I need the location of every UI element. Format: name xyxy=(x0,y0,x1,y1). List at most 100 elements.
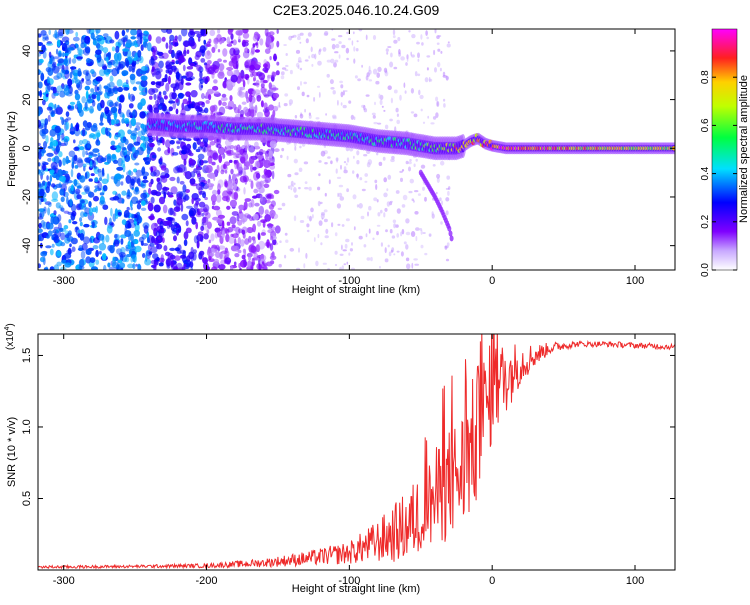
spectrogram-noise-cell xyxy=(383,67,388,73)
spectrogram-noise-cell xyxy=(279,240,282,243)
x-tick-label: 0 xyxy=(489,275,495,287)
colorbar-tick-label: 0.6 xyxy=(700,118,711,132)
spectrogram-noise-cell xyxy=(212,90,220,95)
spectrogram-noise-cell xyxy=(54,230,62,238)
spectrogram-noise-cell xyxy=(251,236,256,241)
spectrogram-noise-cell xyxy=(437,61,441,68)
spectrogram-noise-cell xyxy=(224,169,228,174)
spectrogram-noise-cell xyxy=(217,71,225,79)
spectrogram-noise-cell xyxy=(70,184,74,192)
spectrogram-noise-cell xyxy=(417,193,421,196)
spectrogram-noise-cell xyxy=(217,146,225,155)
spectrogram-noise-cell xyxy=(77,49,85,55)
spectrogram-noise-cell xyxy=(208,38,212,44)
spectrogram-noise-cell xyxy=(445,197,450,202)
spectrogram-noise-cell xyxy=(153,93,157,101)
spectrogram-noise-cell xyxy=(173,86,176,93)
spectrogram-noise-cell xyxy=(116,79,123,87)
spectrogram-noise-cell xyxy=(114,214,118,219)
spectrogram-noise-cell xyxy=(361,64,363,68)
spectrogram-noise-cell xyxy=(340,91,344,98)
spectrogram-noise-cell xyxy=(293,158,298,164)
spectrogram-noise-cell xyxy=(324,31,329,36)
spectrogram-noise-cell xyxy=(313,97,316,102)
spectrogram-noise-cell xyxy=(122,48,130,52)
spectrogram-noise-cell xyxy=(392,219,397,224)
spectrogram-noise-cell xyxy=(58,151,63,158)
spectrogram-noise-cell xyxy=(84,85,91,91)
spectrogram-noise-cell xyxy=(377,66,382,72)
spectrogram-noise-cell xyxy=(405,257,410,262)
spectrogram-noise-cell xyxy=(49,266,55,270)
spectrogram-noise-cell xyxy=(164,251,171,256)
spectrogram-noise-cell xyxy=(126,109,131,118)
spectrogram-noise-cell xyxy=(125,29,130,33)
spectrogram-noise-cell xyxy=(218,245,226,250)
spectrogram-noise-cell xyxy=(424,252,428,256)
spectrogram-noise-cell xyxy=(338,192,343,198)
spectrogram-noise-cell xyxy=(298,247,300,253)
spectrogram-noise-cell xyxy=(306,229,310,233)
spectrogram-noise-cell xyxy=(252,43,256,48)
spectrogram-noise-cell xyxy=(261,261,265,265)
spectrogram-noise-cell xyxy=(208,182,212,186)
spectrogram-noise-cell xyxy=(113,111,117,121)
spectrogram-noise-cell xyxy=(374,101,376,106)
spectrogram-noise-cell xyxy=(256,94,262,102)
spectrogram-noise-cell xyxy=(439,67,442,72)
spectrogram-noise-cell xyxy=(219,235,224,245)
spectrogram-noise-cell xyxy=(265,261,273,267)
spectrogram-noise-cell xyxy=(154,239,159,246)
spectrogram-noise-cell xyxy=(55,145,60,153)
spectrogram-noise-cell xyxy=(177,92,184,99)
spectrogram-noise-cell xyxy=(193,235,199,244)
spectrogram-noise-cell xyxy=(393,66,398,70)
spectrogram-noise-cell xyxy=(38,71,43,75)
spectrogram-noise-cell xyxy=(174,35,178,41)
spectrogram-noise-cell xyxy=(97,181,103,191)
spectrogram-noise-cell xyxy=(391,235,396,239)
spectrogram-noise-cell xyxy=(243,258,247,268)
spectrogram-noise-cell xyxy=(250,245,257,253)
spectrogram-noise-cell xyxy=(302,143,306,147)
spectrogram-noise-cell xyxy=(55,228,60,234)
spectrogram-noise-cell xyxy=(82,127,86,137)
spectrogram-noise-cell xyxy=(95,49,102,55)
spectrogram-noise-cell xyxy=(149,242,155,247)
spectrogram-noise-cell xyxy=(133,229,140,237)
spectrogram-noise-cell xyxy=(207,151,211,157)
spectrogram-noise-cell xyxy=(383,177,388,183)
spectrogram-noise-cell xyxy=(271,87,279,91)
spectrogram-noise-cell xyxy=(137,263,141,268)
spectrogram-noise-cell xyxy=(70,168,74,178)
spectrogram-noise-cell xyxy=(306,94,310,98)
spectrogram-noise-cell xyxy=(67,47,75,51)
spectrogram-noise-cell xyxy=(283,103,288,107)
spectrogram-noise-cell xyxy=(330,87,335,90)
spectrogram-noise-cell xyxy=(378,93,381,99)
spectrogram-noise-cell xyxy=(85,256,92,264)
colorbar-label: Normalized spectral amplitude xyxy=(738,75,750,223)
spectrogram-noise-cell xyxy=(54,29,58,39)
spectrogram-noise-cell xyxy=(418,89,421,96)
spectrogram-noise-cell xyxy=(129,42,135,47)
spectrogram-noise-cell xyxy=(45,84,51,93)
spectrogram-noise-cell xyxy=(113,239,120,247)
spectrogram-noise-cell xyxy=(76,100,81,108)
spectrogram-noise-cell xyxy=(196,33,202,38)
spectrogram-noise-cell xyxy=(106,173,110,183)
spectrogram-noise-cell xyxy=(121,155,126,164)
spectrogram-noise-cell xyxy=(130,256,134,263)
spectrogram-noise-cell xyxy=(149,142,155,148)
spectrogram-noise-cell xyxy=(204,142,208,148)
spectrogram-noise-cell xyxy=(237,237,241,246)
spectrogram-noise-cell xyxy=(199,250,205,256)
spectrogram-noise-cell xyxy=(195,201,200,206)
spectrogram-noise-cell xyxy=(217,252,225,260)
spectrogram-noise-cell xyxy=(215,143,218,148)
spectrogram-noise-cell xyxy=(82,47,91,56)
spectrogram-noise-cell xyxy=(49,174,53,183)
spectrogram-noise-cell xyxy=(215,251,221,258)
spectrogram-noise-cell xyxy=(246,227,254,234)
spectrogram-noise-cell xyxy=(426,67,429,71)
